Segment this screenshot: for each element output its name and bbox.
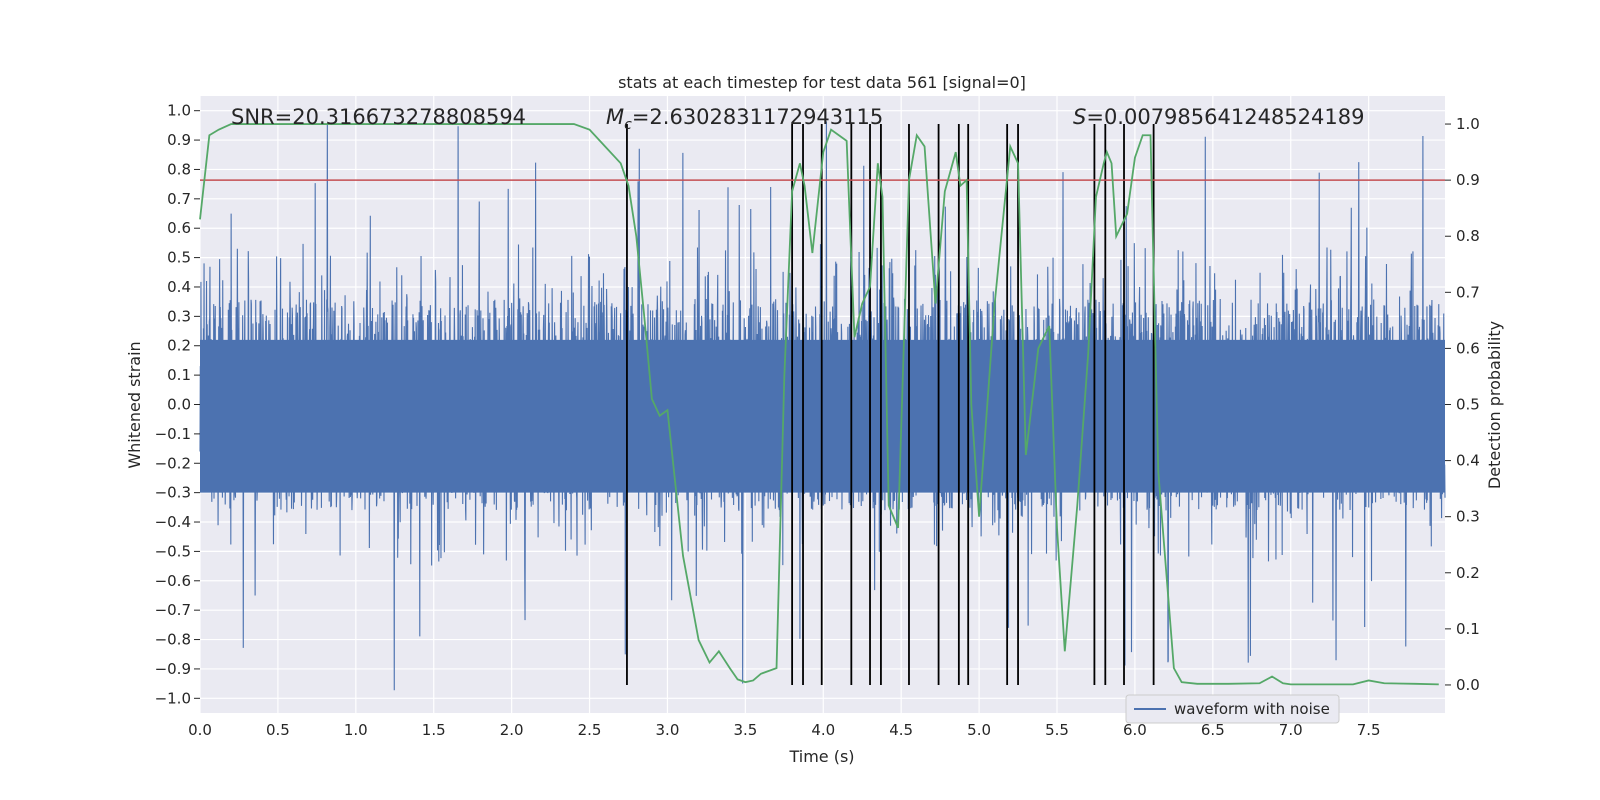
y-axis-label: Whitened strain xyxy=(125,341,144,468)
y-tick-label: −0.9 xyxy=(155,660,191,678)
y-right-tick-label: 0.7 xyxy=(1456,283,1480,301)
y-tick-label: −0.1 xyxy=(155,425,191,443)
y-tick-label: −1.0 xyxy=(155,689,191,707)
x-tick-label: 0.0 xyxy=(188,721,212,739)
s-symbol: S xyxy=(1073,105,1086,129)
mc-value: =2.6302831172943115 xyxy=(632,105,883,129)
y-tick-label: 0.0 xyxy=(167,396,191,414)
event-lines xyxy=(626,124,1155,685)
y-tick-label: −0.2 xyxy=(155,454,191,472)
x-tick-label: 4.5 xyxy=(889,721,913,739)
legend-label: waveform with noise xyxy=(1174,700,1330,718)
x-tick-label: 2.0 xyxy=(500,721,524,739)
x-tick-label: 7.5 xyxy=(1357,721,1381,739)
y-tick-label: −0.7 xyxy=(155,601,191,619)
x-axis-label: Time (s) xyxy=(788,747,854,766)
y-tick-label: −0.5 xyxy=(155,542,191,560)
x-tick-label: 1.0 xyxy=(344,721,368,739)
y-right-tick-label: 0.4 xyxy=(1456,452,1480,470)
x-tick-labels: 0.0 0.5 1.0 1.5 2.0 2.5 3.0 3.5 4.0 4.5 5.0 5.5 6.0 6… xyxy=(188,721,1381,739)
s-value: =0.007985641248524189 xyxy=(1086,105,1364,129)
y-tick-label: 0.1 xyxy=(167,366,191,384)
x-tick-label: 0.5 xyxy=(266,721,290,739)
detection-probability-line xyxy=(199,123,1439,686)
y-tick-label: −0.6 xyxy=(155,572,191,590)
y-right-tick-label: 0.9 xyxy=(1456,171,1480,189)
y-right-tick-labels: 1.0 0.9 0.8 0.7 0.6 0.5 0.4 0.3 0.2 0.1 0.0 xyxy=(1445,115,1480,694)
y-tick-label: 0.6 xyxy=(167,219,191,237)
legend-box xyxy=(1125,694,1340,724)
x-tick-label: 3.0 xyxy=(656,721,680,739)
y-right-tick-label: 0.5 xyxy=(1456,396,1480,414)
chart-title: stats at each timestep for test data 561… xyxy=(618,73,1026,92)
legend: waveform with noise xyxy=(1125,694,1340,724)
y-tick-label: −0.8 xyxy=(155,631,191,649)
x-tick-label: 7.0 xyxy=(1279,721,1303,739)
y-tick-label: 0.8 xyxy=(167,160,191,178)
mc-annotation: Mc=2.6302831172943115 xyxy=(606,105,883,133)
y-tick-label: 0.7 xyxy=(167,190,191,208)
y-tick-label: 1.0 xyxy=(167,102,191,120)
x-tick-label: 6.0 xyxy=(1123,721,1147,739)
y-tick-label: 0.5 xyxy=(167,249,191,267)
x-tick-label: 6.5 xyxy=(1201,721,1225,739)
x-tick-label: 1.5 xyxy=(422,721,446,739)
y-tick-label: 0.9 xyxy=(167,131,191,149)
y-right-axis-label: Detection probability xyxy=(1485,321,1504,489)
y-tick-label: 0.2 xyxy=(167,337,191,355)
y-right-tick-label: 0.2 xyxy=(1456,564,1480,582)
x-tick-label: 5.0 xyxy=(967,721,991,739)
y-right-tick-label: 1.0 xyxy=(1456,115,1480,133)
x-tick-label: 2.5 xyxy=(578,721,602,739)
y-right-tick-label: 0.8 xyxy=(1456,227,1480,245)
y-tick-label: −0.4 xyxy=(155,513,191,531)
y-tick-label: −0.3 xyxy=(155,484,191,502)
s-annotation: S=0.007985641248524189 xyxy=(1073,105,1364,129)
mc-subscript: c xyxy=(624,117,632,133)
mc-symbol: M xyxy=(606,105,624,129)
y-right-tick-label: 0.6 xyxy=(1456,339,1480,357)
x-tick-label: 3.5 xyxy=(733,721,757,739)
y-right-tick-label: 0.0 xyxy=(1456,676,1480,694)
x-tick-label: 5.5 xyxy=(1045,721,1069,739)
y-tick-label: 0.3 xyxy=(167,307,191,325)
y-right-tick-label: 0.3 xyxy=(1456,508,1480,526)
y-tick-labels: 1.0 0.9 0.8 0.7 0.6 0.5 0.4 0.3 0.2 0.1 0.0 −0.1 −0.… xyxy=(155,102,200,707)
snr-annotation: SNR=20.316673278808594 xyxy=(231,105,526,129)
y-right-tick-label: 0.1 xyxy=(1456,620,1480,638)
x-tick-label: 4.0 xyxy=(811,721,835,739)
y-tick-label: 0.4 xyxy=(167,278,191,296)
